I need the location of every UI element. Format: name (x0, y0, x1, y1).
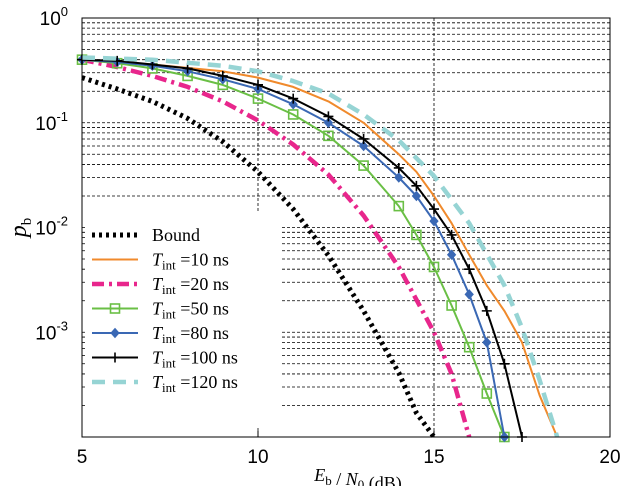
series-marker (288, 99, 298, 110)
series-0 (81, 75, 437, 439)
series-marker (446, 300, 457, 311)
legend-label: Tint =100 ns (152, 348, 238, 371)
series-marker (481, 305, 492, 316)
legend-label: Tint =50 ns (152, 299, 229, 322)
series-marker (464, 289, 474, 300)
y-tick-label: 10-2 (35, 214, 68, 240)
legend-label: Tint =20 ns (152, 274, 229, 297)
series-marker (323, 111, 334, 122)
series-line (81, 58, 506, 438)
series-marker (446, 229, 457, 240)
legend-label: Tint =10 ns (152, 250, 229, 273)
series-marker (393, 162, 404, 173)
series-line (81, 58, 506, 438)
series-marker (446, 249, 457, 260)
series-marker (394, 172, 404, 183)
x-tick-label: 15 (423, 447, 444, 468)
series-marker (358, 140, 369, 152)
series-marker (287, 109, 299, 120)
series-layer (76, 54, 560, 443)
series-marker (464, 264, 475, 275)
series-marker (393, 200, 405, 212)
series-marker (253, 79, 263, 90)
series-marker (428, 261, 440, 273)
series-line (81, 58, 559, 438)
series-1 (81, 58, 559, 438)
y-axis-label: pb (6, 218, 35, 240)
legend-marker (110, 327, 120, 339)
series-marker (499, 358, 510, 369)
x-tick-label: 5 (77, 447, 88, 468)
series-marker (481, 388, 493, 399)
legend-label: Bound (152, 225, 200, 245)
series-marker (411, 190, 422, 202)
y-tick-label: 10-1 (35, 109, 68, 135)
series-marker (429, 215, 439, 227)
series-marker (411, 180, 422, 191)
legend-marker (109, 303, 121, 314)
y-tick-label: 100 (40, 4, 68, 30)
series-line (81, 57, 472, 438)
series-6 (81, 55, 560, 438)
y-tick-label: 10-3 (35, 318, 68, 344)
legend-label: Tint =80 ns (152, 323, 229, 346)
series-marker (112, 55, 123, 66)
series-marker (182, 63, 193, 74)
x-tick-label: 20 (599, 447, 620, 468)
plot-frame (81, 17, 611, 438)
series-marker (463, 341, 475, 353)
series-marker (288, 93, 299, 104)
series-marker (482, 337, 492, 348)
series-marker (323, 117, 334, 129)
series-marker (323, 130, 334, 142)
legend-marker (110, 352, 120, 363)
series-marker (358, 160, 369, 171)
series-marker (429, 204, 439, 215)
legend-box (86, 212, 282, 426)
series-2 (81, 57, 472, 438)
series-marker (411, 229, 422, 241)
series-marker (217, 70, 228, 81)
series-line (81, 75, 437, 439)
x-axis-label: Eb / N0 (dB) (313, 465, 402, 486)
legend-label: Tint =120 ns (152, 372, 238, 395)
series-line (81, 55, 560, 438)
series-marker (358, 133, 369, 144)
x-tick-label: 10 (247, 447, 268, 468)
